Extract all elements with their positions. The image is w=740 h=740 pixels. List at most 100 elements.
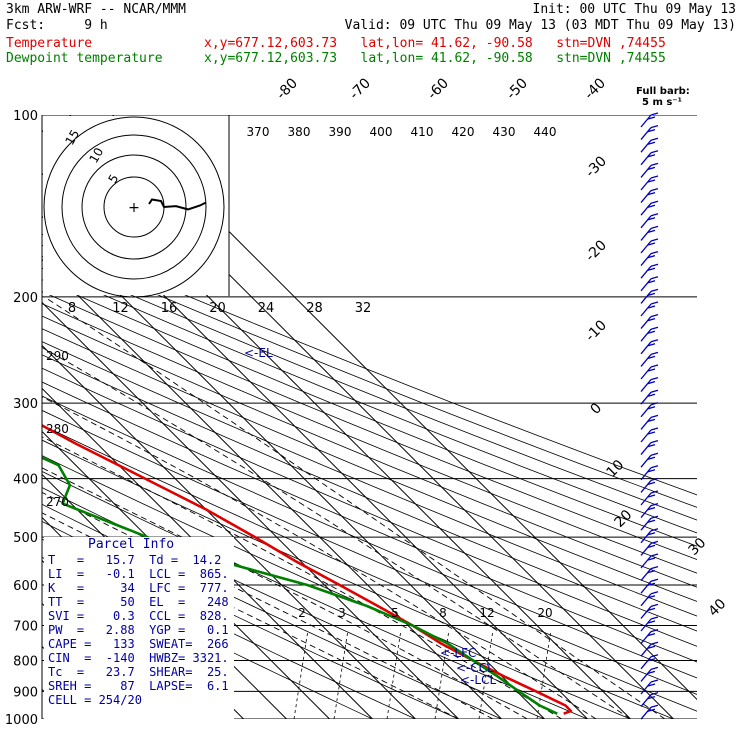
parcel-info-line: PW = 2.88 YGP = 0.1 [48, 623, 229, 637]
wind-barb-flag [650, 124, 659, 129]
model-title: 3km ARW-WRF -- NCAR/MMM [6, 2, 187, 17]
isotherm-tick-label: -30 [583, 153, 610, 180]
pressure-tick-label: 400 [13, 473, 38, 488]
wind-barb [640, 303, 652, 317]
wind-barb-flag [647, 506, 656, 511]
theta-e-label: 370 [247, 125, 270, 139]
mixing-ratio-line [386, 629, 402, 719]
dry-adiabat [42, 439, 674, 719]
dry-adiabat [42, 354, 697, 632]
dry-adiabat [42, 328, 697, 602]
wind-barb [640, 278, 652, 292]
theta-e-label: 390 [329, 125, 352, 139]
dry-adiabat [42, 315, 697, 588]
temperature-legend-info: x,y=677.12,603.73 lat,lon= 41.62, -90.58… [204, 36, 666, 51]
parcel-info-box: Parcel Info T = 15.7 Td = 14.2 LI = -0.1 … [44, 537, 234, 719]
wind-barb [640, 467, 652, 481]
wind-barb-flag [650, 591, 659, 595]
parcel-info-line: T = 15.7 Td = 14.2 [48, 553, 222, 567]
wind-barb [640, 706, 652, 720]
wind-barb-flag [650, 427, 659, 431]
wind-barb-flag [647, 456, 656, 460]
wind-barb [640, 580, 652, 594]
wind-barb-flag [647, 620, 656, 624]
wind-barb [640, 353, 652, 367]
moist-adiabat [42, 467, 528, 719]
wind-barb [640, 593, 652, 607]
wind-barb-flag [650, 528, 659, 532]
wind-barb [640, 316, 652, 330]
isotherm-tick-label: 40 [706, 596, 730, 620]
temperature-profile-line [42, 423, 573, 715]
wind-speed-tick-label: 20 [209, 301, 226, 316]
wind-barb [640, 190, 652, 204]
wind-barb [640, 227, 652, 241]
level-marker-label: <-LFC [440, 646, 476, 660]
wind-barb [640, 694, 652, 708]
wind-barb [640, 454, 652, 468]
wind-barb-flag [650, 402, 659, 406]
wind-barb [640, 240, 652, 254]
mixing-ratio-label: 2 [298, 606, 306, 620]
wind-speed-tick-label: 24 [258, 301, 275, 316]
parcel-info-line: Tc = 23.7 SHEAR= 25. [48, 665, 229, 679]
isotherm-tick-label: -80 [274, 75, 301, 102]
pressure-tick-label: 700 [13, 619, 38, 634]
dry-adiabat [42, 395, 697, 679]
wind-barb-flag [650, 490, 659, 494]
wind-barb-flag [650, 288, 659, 293]
moist-adiabat [42, 346, 631, 719]
wind-barb [640, 177, 652, 191]
wind-barb-flag [647, 267, 656, 271]
hodograph-center-mark: + [128, 200, 140, 216]
parcel-info-line: SVI = 0.3 CCL = 828. [48, 609, 229, 623]
parcel-info-line: CELL = 254/20 [48, 693, 142, 707]
level-marker-label: <-EL [244, 346, 273, 360]
wind-barb-flag [647, 443, 656, 448]
pressure-tick-label: 800 [13, 654, 38, 669]
theta-label: 270 [46, 495, 69, 509]
wind-barb [640, 643, 652, 657]
parcel-info-line: CAPE = 133 SWEAT= 266 [48, 637, 229, 651]
wind-barb [640, 127, 652, 141]
wind-barb-flag [647, 406, 656, 410]
dry-adiabat [42, 367, 697, 647]
wind-barb [640, 379, 652, 393]
wind-barb [640, 656, 652, 670]
wind-speed-tick-label: 12 [112, 301, 129, 316]
wind-barb-flag [647, 292, 656, 297]
wind-barb [640, 555, 652, 569]
wind-speed-tick-label: 8 [68, 301, 76, 316]
wind-barb [640, 253, 652, 267]
wind-barb-flag [650, 225, 659, 230]
wind-barb-flag [650, 654, 659, 658]
wind-barb-flag [647, 204, 656, 208]
wind-barb-flag [647, 393, 656, 397]
pressure-tick-label: 200 [13, 291, 38, 306]
wind-barb-flag [647, 305, 656, 309]
temperature-legend-label: Temperature [6, 36, 93, 51]
isotherm-tick-label: -70 [347, 75, 374, 102]
wind-barb [640, 568, 652, 582]
wind-barb-flag [647, 695, 656, 700]
isotherm-tick-label: -10 [583, 317, 610, 344]
wind-barb-flag [650, 263, 659, 267]
init-time: Init: 00 UTC Thu 09 May 13 [532, 2, 737, 17]
moist-adiabat [42, 396, 597, 719]
wind-barb [640, 442, 652, 456]
wind-barb-flag [647, 658, 656, 662]
wind-speed-tick-label: 32 [355, 301, 372, 316]
wind-barb [640, 668, 652, 682]
theta-e-label: 410 [411, 125, 434, 139]
isotherm-tick-label: -50 [504, 75, 531, 102]
wind-barb-flag [647, 519, 656, 523]
wind-barb-flag [650, 641, 659, 645]
wind-barb-flag [647, 254, 656, 259]
wind-barb-flag [647, 481, 656, 486]
wind-barb-flag [650, 603, 659, 608]
dry-adiabat [42, 455, 631, 719]
pressure-tick-label: 900 [13, 685, 38, 700]
wind-speed-tick-label: 28 [306, 301, 323, 316]
wind-barb [640, 492, 652, 506]
